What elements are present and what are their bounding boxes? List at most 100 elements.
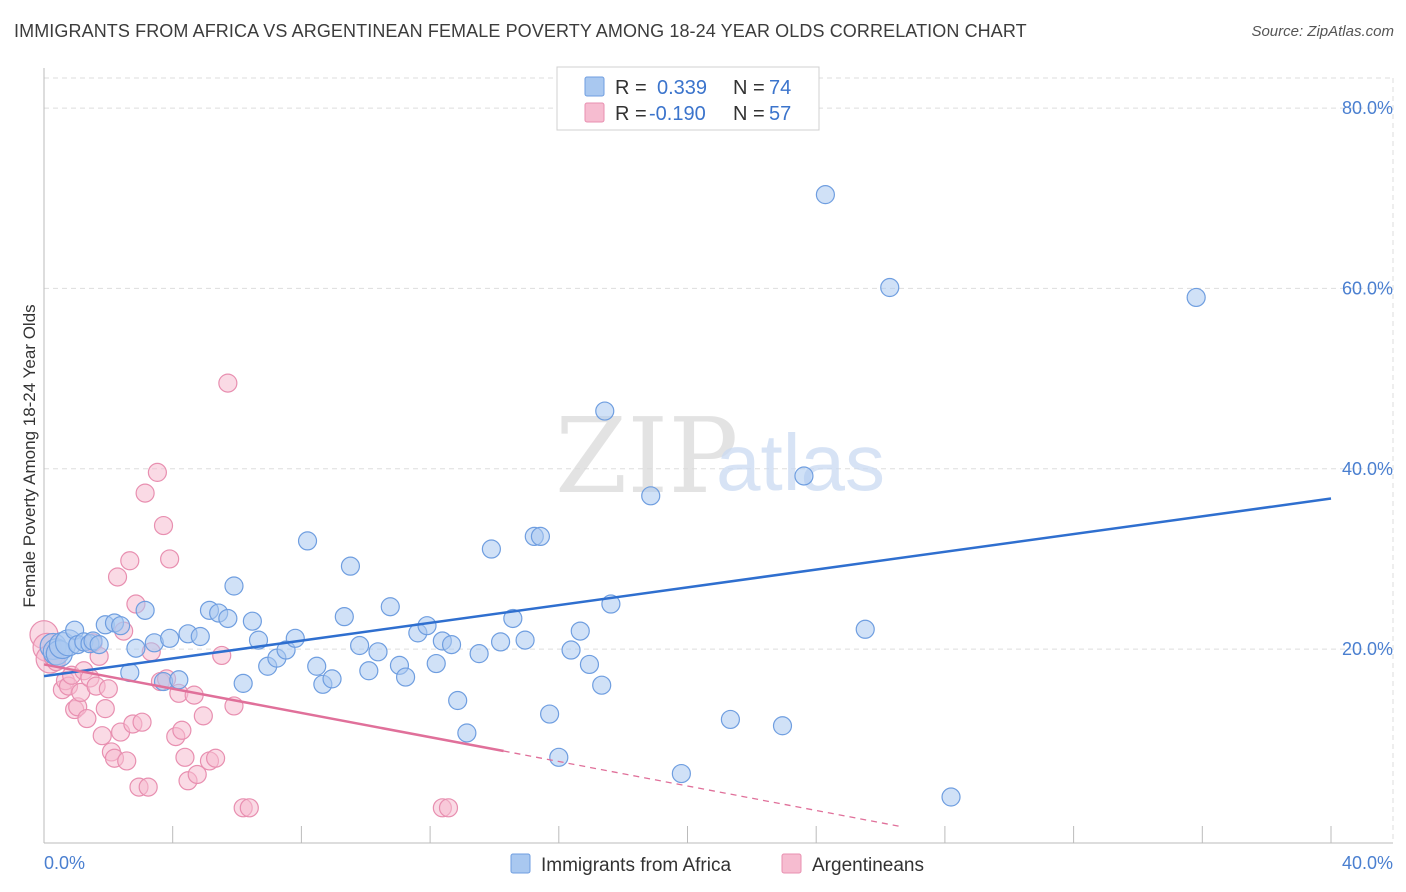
africa-point-35 <box>307 656 327 676</box>
argentinean-point-33 <box>138 777 158 797</box>
africa-point-16 <box>135 600 155 620</box>
africa-point-63 <box>570 621 590 641</box>
argentinean-point-37 <box>153 515 174 536</box>
africa-point-76 <box>941 787 961 807</box>
axes <box>43 68 1393 844</box>
argentinean-point-54 <box>239 798 259 818</box>
africa-point-66 <box>595 401 615 421</box>
y-tick-label-0: 20.0% <box>1342 639 1393 659</box>
africa-point-43 <box>380 597 400 617</box>
africa-point-19 <box>160 628 180 648</box>
argentinean-point-39 <box>160 549 180 569</box>
africa-point-51 <box>448 690 468 711</box>
africa-point-34 <box>297 531 318 551</box>
africa-points <box>39 185 1206 807</box>
bottom-legend-argentineans: Argentineans <box>812 855 924 876</box>
tick-labels: 20.0% 40.0% 60.0% 80.0% 0.0% 40.0% <box>44 98 1393 873</box>
africa-point-29 <box>248 630 269 650</box>
africa-point-42 <box>368 642 388 662</box>
source-label: Source: ZipAtlas.com <box>1251 23 1394 40</box>
legend-n-label-1: N = <box>733 77 765 99</box>
africa-point-61 <box>549 747 569 767</box>
argentinean-point-27 <box>120 551 140 571</box>
argentinean-point-46 <box>187 764 207 785</box>
africa-point-55 <box>490 632 511 652</box>
bottom-legend: Immigrants from Africa Argentineans <box>510 853 924 876</box>
africa-point-26 <box>224 576 244 596</box>
africa-point-56 <box>503 608 523 629</box>
gridlines <box>44 77 1394 843</box>
argentinean-point-43 <box>175 747 195 767</box>
argentinean-point-31 <box>132 712 152 732</box>
africa-point-25 <box>218 608 238 629</box>
argentinean-point-47 <box>193 706 213 726</box>
africa-point-27 <box>233 673 253 693</box>
argentinean-point-18 <box>92 726 112 746</box>
argentinean-point-32 <box>135 483 155 503</box>
argentinean-point-35 <box>147 462 167 482</box>
africa-point-38 <box>334 607 354 627</box>
argentinean-point-49 <box>206 748 226 768</box>
trend-lines <box>43 497 1332 828</box>
africa-point-62 <box>561 640 581 660</box>
argentinean-point-20 <box>98 679 118 699</box>
africa-point-72 <box>794 466 814 486</box>
argentineans-points <box>29 373 459 818</box>
y-tick-label-3: 80.0% <box>1342 98 1393 118</box>
legend-r-label-1: R = <box>615 77 647 99</box>
africa-point-13 <box>111 616 131 636</box>
legend-r-label-2: R = <box>615 103 647 125</box>
argentinean-point-50 <box>212 645 232 666</box>
africa-point-40 <box>350 635 370 656</box>
africa-point-50 <box>441 635 462 655</box>
argentinean-trend-line-extension <box>503 750 903 828</box>
africa-point-64 <box>579 654 600 675</box>
argentinean-point-26 <box>117 751 137 771</box>
africa-point-73 <box>815 185 835 205</box>
legend-n-value-2: 57 <box>769 103 791 125</box>
argentinean-point-23 <box>107 567 128 587</box>
africa-point-28 <box>242 611 262 631</box>
africa-point-65 <box>592 675 612 695</box>
africa-point-48 <box>426 653 446 674</box>
chart-title: IMMIGRANTS FROM AFRICA VS ARGENTINEAN FE… <box>14 21 1027 41</box>
africa-point-70 <box>720 709 741 730</box>
watermark-atlas: atlas <box>716 418 885 507</box>
legend-r-value-1: 0.339 <box>657 77 707 99</box>
africa-point-57 <box>515 630 535 650</box>
bottom-legend-swatch-blue <box>510 853 531 874</box>
legend-r-value-2: -0.190 <box>649 103 706 125</box>
africa-point-45 <box>395 667 416 687</box>
africa-point-52 <box>457 723 477 743</box>
legend-box: R = 0.339 N = 74 R = -0.190 N = 57 <box>556 66 820 131</box>
africa-point-71 <box>772 716 793 736</box>
argentinean-point-51 <box>218 373 238 393</box>
legend-swatch-blue <box>584 76 605 97</box>
africa-point-69 <box>671 763 691 784</box>
argentinean-trend-line <box>43 663 504 753</box>
africa-point-10 <box>89 635 109 655</box>
africa-point-77 <box>1186 287 1206 308</box>
africa-point-33 <box>285 628 305 648</box>
africa-point-60 <box>540 704 560 724</box>
argentinean-point-13 <box>77 708 97 729</box>
argentinean-point-19 <box>95 699 115 719</box>
bottom-legend-africa: Immigrants from Africa <box>541 855 731 876</box>
africa-point-39 <box>340 556 361 576</box>
africa-point-20 <box>169 670 189 690</box>
africa-point-59 <box>530 526 551 547</box>
bottom-legend-swatch-pink <box>781 853 802 874</box>
africa-point-53 <box>469 644 489 664</box>
legend-n-label-2: N = <box>733 103 765 125</box>
x-tick-label-0: 0.0% <box>44 853 85 873</box>
x-tick-label-1: 40.0% <box>1342 853 1393 873</box>
legend-swatch-pink <box>584 102 605 123</box>
africa-point-22 <box>190 626 210 647</box>
legend-n-value-1: 74 <box>769 77 791 99</box>
africa-point-68 <box>641 486 661 506</box>
africa-point-75 <box>880 277 900 298</box>
watermark: ZIP atlas <box>555 395 885 517</box>
argentinean-point-42 <box>172 720 192 740</box>
africa-point-54 <box>481 539 501 559</box>
